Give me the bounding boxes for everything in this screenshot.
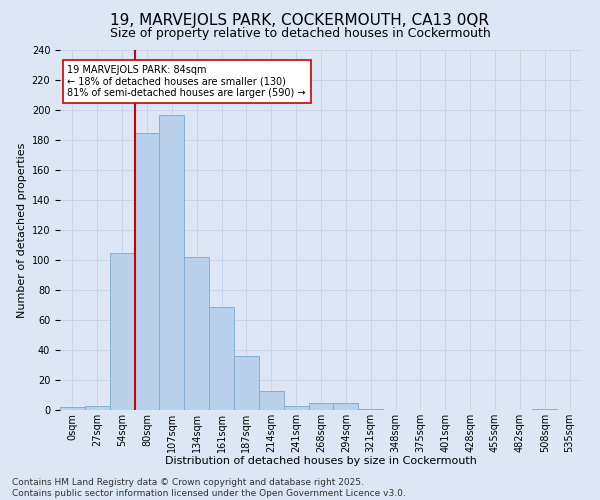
Bar <box>160 114 184 410</box>
Bar <box>184 257 209 410</box>
Text: 19, MARVEJOLS PARK, COCKERMOUTH, CA13 0QR: 19, MARVEJOLS PARK, COCKERMOUTH, CA13 0Q… <box>110 12 490 28</box>
Y-axis label: Number of detached properties: Number of detached properties <box>17 142 28 318</box>
Bar <box>308 402 334 410</box>
Bar <box>284 406 308 410</box>
Bar <box>209 306 234 410</box>
Text: 19 MARVEJOLS PARK: 84sqm
← 18% of detached houses are smaller (130)
81% of semi-: 19 MARVEJOLS PARK: 84sqm ← 18% of detach… <box>67 65 306 98</box>
Bar <box>532 408 557 410</box>
Bar <box>358 408 383 410</box>
Bar <box>259 390 284 410</box>
X-axis label: Distribution of detached houses by size in Cockermouth: Distribution of detached houses by size … <box>165 456 477 466</box>
Text: Size of property relative to detached houses in Cockermouth: Size of property relative to detached ho… <box>110 28 490 40</box>
Bar <box>134 132 160 410</box>
Text: Contains HM Land Registry data © Crown copyright and database right 2025.
Contai: Contains HM Land Registry data © Crown c… <box>12 478 406 498</box>
Bar <box>234 356 259 410</box>
Bar <box>110 252 134 410</box>
Bar <box>334 402 358 410</box>
Bar <box>60 407 85 410</box>
Bar <box>85 406 110 410</box>
